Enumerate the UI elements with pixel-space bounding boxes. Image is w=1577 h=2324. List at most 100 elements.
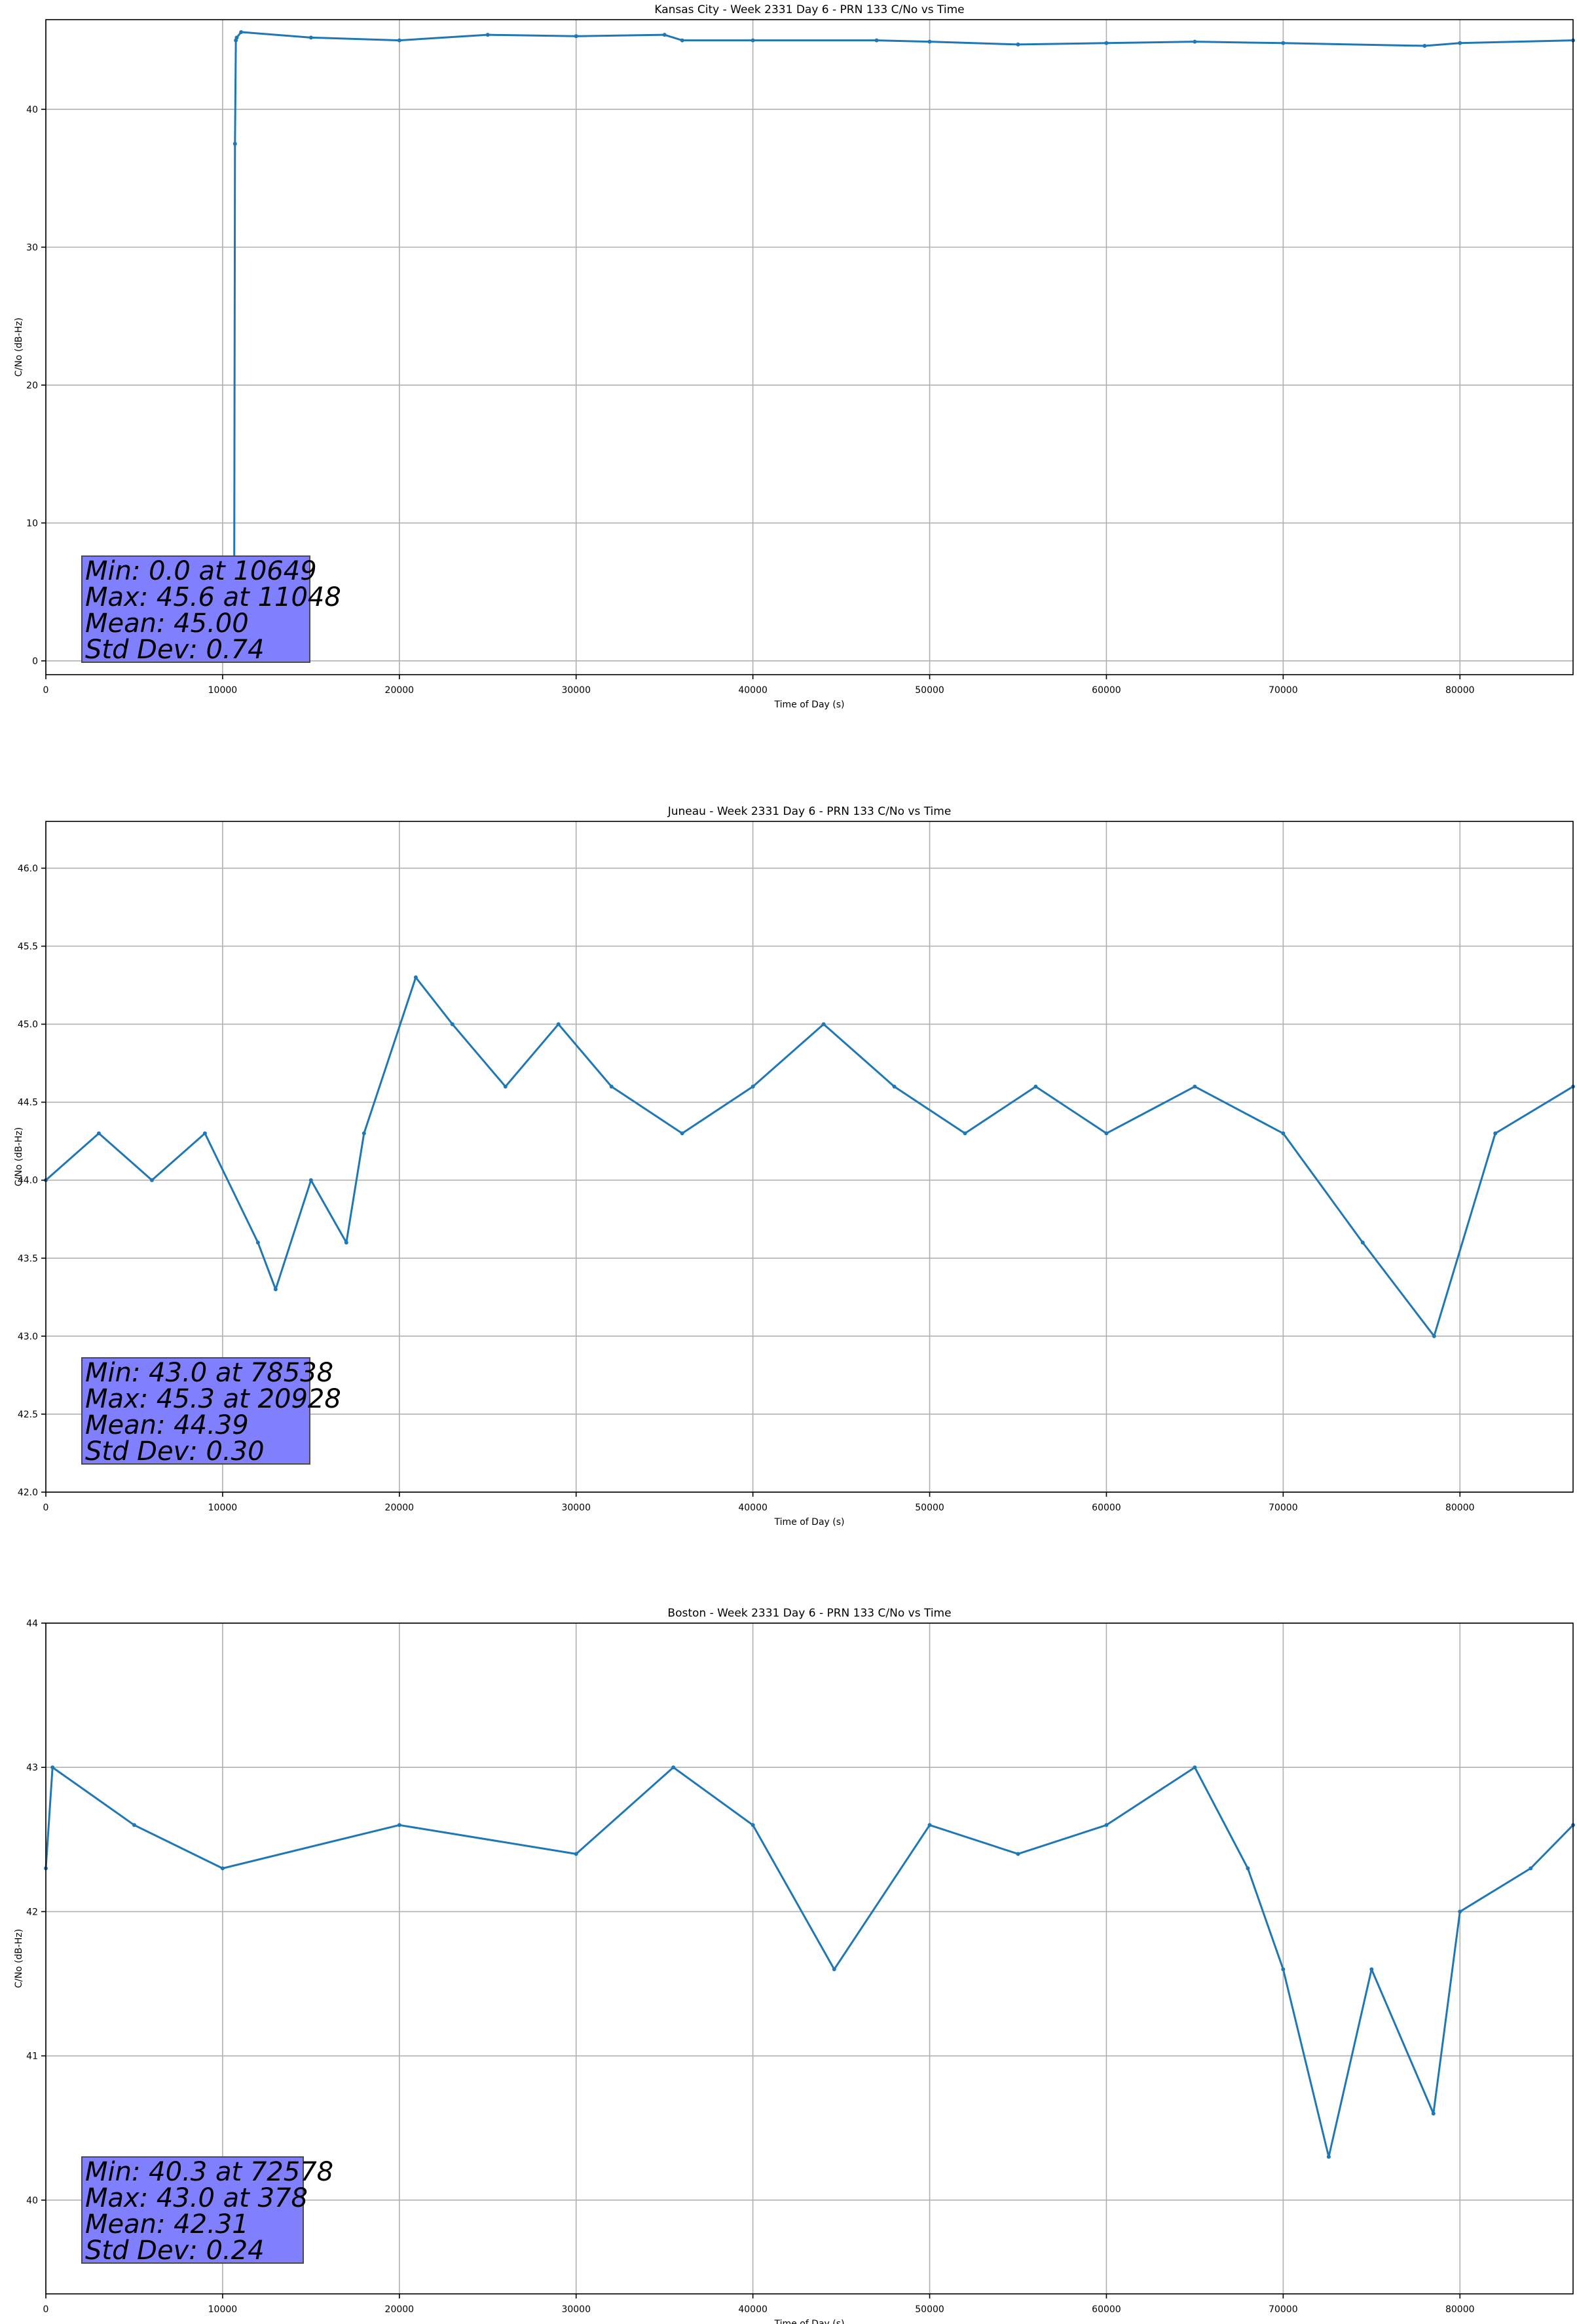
data-segment [610,1085,683,1134]
axes-frame [45,1622,1574,2295]
data-segment [399,1824,576,1855]
data-segment [1432,1911,1461,2114]
stats-min: Min: 43.0 at 78538 [85,1358,334,1388]
data-segment [557,1023,612,1087]
chart-panel-0: 0 10000 20000 30000 40000 50000 60000 70000 8000… [14,3,1575,710]
data-segment [1194,1085,1284,1134]
data-segment [752,1824,836,1970]
data-segment [98,1133,153,1181]
stats-min: Min: 0.0 at 10649 [85,556,317,586]
y-tick-label: 42.0 [18,1488,38,1498]
data-segment [363,977,417,1134]
data-segment [1018,1824,1107,1855]
data-segment [1282,1969,1330,2158]
data-segment [1460,39,1574,45]
y-tick-label: 44.5 [18,1098,38,1108]
data-segment [1283,42,1425,47]
axes-frame [45,19,1574,675]
data-segment [1459,1867,1532,1913]
data-segment [45,1767,54,1869]
y-tick-label: 43.0 [18,1332,38,1342]
data-segment [1494,1085,1574,1134]
data-segment [222,1824,400,1869]
stats-max: Max: 43.0 at 378 [85,2183,308,2213]
y-tick-label: 44 [26,1619,38,1629]
data-segment [1194,1767,1249,1869]
data-segment [1370,1968,1435,2114]
x-tick-label: 70000 [1269,1503,1298,1513]
data-segment [1530,1824,1574,1869]
stats-box-juneau: Min: 43.0 at 78538 Max: 45.3 at 20928 Me… [81,1357,341,1467]
data-segment [234,40,237,144]
data-segment [504,1023,559,1087]
x-tick-label: 30000 [561,685,591,696]
stats-std: Std Dev: 0.30 [85,1436,265,1467]
data-segment [151,1133,206,1181]
data-segment [964,1085,1037,1134]
x-axis-label: Time of Day (s) [774,2319,845,2324]
y-tick-label: 43 [26,1763,38,1773]
x-tick-label: 60000 [1092,2304,1121,2315]
data-segment [134,1824,223,1869]
data-segment [1105,1085,1196,1134]
chart-title: Kansas City - Week 2331 Day 6 - PRN 133 … [654,3,964,16]
x-axis-label: Time of Day (s) [774,700,845,710]
x-tick-label: 80000 [1445,2304,1475,2315]
data-segment [52,1766,135,1826]
x-tick-label: 30000 [561,2304,591,2315]
data-segment [415,977,453,1025]
x-tick-label: 70000 [1269,2304,1298,2315]
data-segment [1424,42,1460,47]
axes-frame [45,821,1574,1493]
data-segment [575,1767,675,1855]
data-segment [576,33,665,37]
x-tick-label: 0 [43,2304,49,2315]
x-tick-label: 10000 [208,1503,238,1513]
data-segment [451,1023,506,1087]
y-tick-label: 46.0 [18,863,38,874]
x-tick-label: 50000 [915,2304,944,2315]
y-tick-label: 45.5 [18,942,38,952]
y-tick-label: 42 [26,1907,38,1917]
y-tick-label: 41 [26,2052,38,2062]
x-tick-label: 40000 [738,685,768,696]
y-axis-label: C/No (dB-Hz) [14,318,24,377]
x-tick-label: 30000 [561,1503,591,1513]
data-segment [876,39,930,43]
y-tick-label: 42.5 [18,1410,38,1420]
y-axis-label: C/No (dB-Hz) [14,1929,24,1988]
data-segment [833,1824,931,1970]
stats-max: Max: 45.3 at 20928 [85,1384,341,1414]
data-segment [204,1133,259,1243]
data-segment [310,1179,348,1243]
data-segment [823,1023,895,1087]
stats-min: Min: 40.3 at 72578 [85,2157,334,2187]
x-tick-label: 10000 [208,685,238,696]
data-segment [1246,1867,1284,1970]
data-segment [752,1023,825,1087]
x-axis-label: Time of Day (s) [774,1517,845,1527]
data-segment [45,1133,100,1181]
x-tick-label: 70000 [1269,685,1298,696]
y-tick-label: 44.0 [18,1176,38,1186]
x-tick-label: 20000 [385,685,415,696]
stats-box-boston: Min: 40.3 at 72578 Max: 43.0 at 378 Mean… [81,2156,334,2266]
data-segment [664,33,683,42]
stats-max: Max: 45.6 at 11048 [85,582,341,612]
data-segment [673,1767,754,1826]
data-segment [1018,42,1107,46]
data-segment [241,31,311,39]
stats-std: Std Dev: 0.24 [85,2236,265,2266]
y-tick-label: 40 [26,2196,38,2206]
x-tick-label: 80000 [1445,1503,1475,1513]
x-tick-label: 20000 [385,1503,415,1513]
data-segment [1035,1085,1107,1134]
data-segment [310,36,399,42]
x-tick-label: 40000 [738,2304,768,2315]
x-tick-label: 40000 [738,1503,768,1513]
stats-mean: Mean: 42.31 [85,2209,249,2240]
stats-std: Std Dev: 0.74 [85,635,265,665]
chart-panel-1: 0 10000 20000 30000 40000 50000 60000 70000 8000… [14,805,1575,1527]
x-tick-label: 0 [43,685,49,696]
